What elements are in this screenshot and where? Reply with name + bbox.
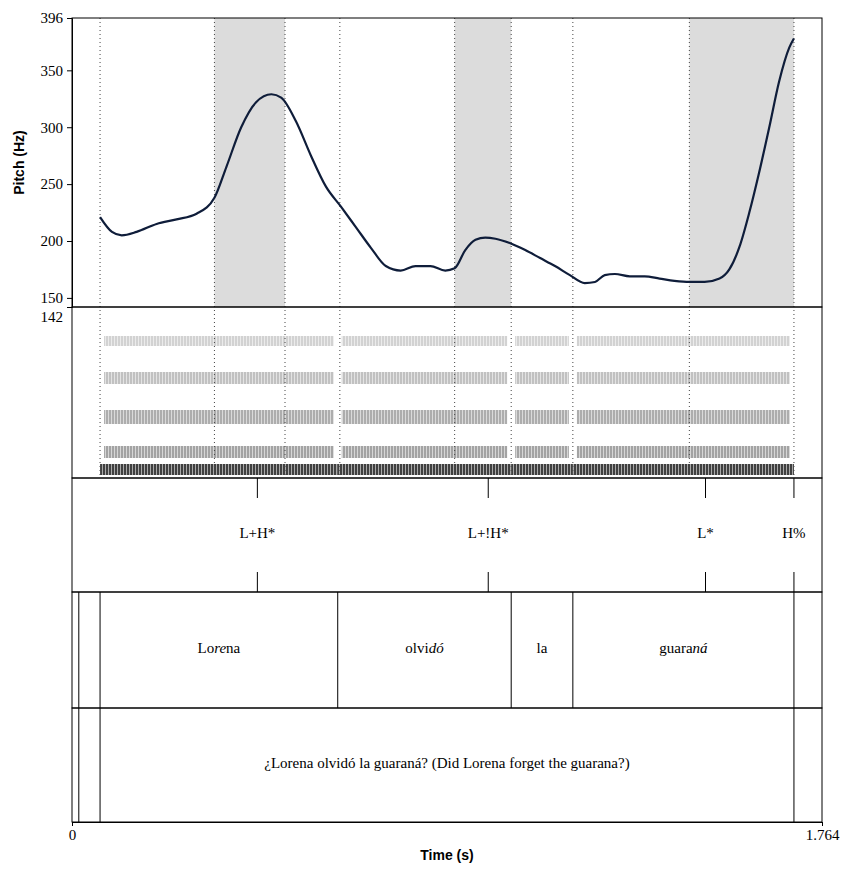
tier-label-part: guara bbox=[659, 640, 693, 656]
guide-line bbox=[100, 18, 101, 478]
y-tick-mark bbox=[67, 298, 72, 299]
y-tick-label: 142 bbox=[41, 309, 64, 325]
stressed-syllable bbox=[214, 18, 285, 307]
tone-tier: L+H* L+!H* L* H% bbox=[239, 478, 805, 592]
spectrogram bbox=[100, 330, 794, 476]
tier-label-part: olvi bbox=[405, 640, 428, 656]
y-tick-label: 200 bbox=[41, 233, 64, 249]
y-tick: 142 bbox=[41, 308, 73, 325]
tone-label: H% bbox=[782, 525, 805, 541]
panel-frame bbox=[72, 307, 822, 478]
tone-label: L+H* bbox=[239, 525, 275, 541]
tone-point-top bbox=[257, 478, 258, 498]
guide-line bbox=[572, 18, 573, 478]
x-tick-label: 0 bbox=[69, 827, 77, 843]
tier-boundary bbox=[337, 592, 338, 708]
tier-label-part: dó bbox=[429, 640, 445, 656]
y-tick-label: 300 bbox=[41, 120, 64, 136]
guide-line bbox=[454, 18, 455, 478]
y-tick-mark bbox=[67, 307, 72, 308]
guide-line bbox=[285, 18, 286, 478]
y-tick-label: 150 bbox=[41, 290, 64, 306]
tier-boundary bbox=[572, 592, 573, 708]
tier-label: guaraná bbox=[659, 640, 708, 656]
guide-group bbox=[100, 18, 794, 478]
y-tick: 150 bbox=[41, 290, 73, 306]
guide-line bbox=[793, 18, 794, 478]
guide-line bbox=[214, 18, 215, 478]
frames bbox=[72, 18, 822, 822]
x-tick-mark bbox=[822, 822, 823, 826]
tier-boundary bbox=[78, 708, 79, 822]
y-tick-label: 396 bbox=[41, 10, 64, 26]
guide-line bbox=[689, 18, 690, 478]
y-tick: 350 bbox=[41, 63, 73, 79]
tier-label: olvidó bbox=[405, 640, 444, 656]
pitch-contour bbox=[100, 38, 794, 283]
y-axis: 142 150 200 250 300 350 396 bbox=[41, 10, 73, 324]
guide-line bbox=[339, 18, 340, 478]
panel-frame bbox=[72, 18, 822, 307]
y-tick-label: 350 bbox=[41, 63, 64, 79]
panel-frame bbox=[72, 592, 822, 708]
x-axis: 0 1.764 bbox=[69, 822, 840, 843]
tier-label: ¿Lorena olvidó la guaraná? (Did Lorena f… bbox=[264, 755, 629, 772]
tone-point-top bbox=[793, 478, 794, 498]
y-tick: 300 bbox=[41, 120, 73, 136]
x-tick: 1.764 bbox=[806, 822, 840, 843]
tier-label: Lorena bbox=[197, 640, 240, 656]
tier-label-part: na bbox=[226, 640, 241, 656]
tier-boundary bbox=[511, 592, 512, 708]
x-axis-title: Time (s) bbox=[420, 847, 473, 863]
figure: 142 150 200 250 300 350 396 L+H* L+!H* L* H% Lorena… bbox=[0, 0, 851, 870]
x-axis-line bbox=[73, 823, 823, 827]
y-tick: 396 bbox=[41, 10, 73, 26]
y-tick-mark bbox=[67, 241, 72, 242]
shading-group bbox=[214, 18, 794, 307]
tone-point-bottom bbox=[257, 572, 258, 592]
tier-boundary bbox=[793, 708, 794, 822]
y-tick-mark bbox=[67, 18, 72, 19]
tier-boundary bbox=[100, 708, 101, 822]
sentence-tier: ¿Lorena olvidó la guaraná? (Did Lorena f… bbox=[79, 708, 794, 822]
plot-area bbox=[100, 38, 794, 283]
tier-label: la bbox=[537, 640, 548, 656]
y-axis-line bbox=[67, 19, 73, 308]
spectrogram-texture bbox=[511, 330, 573, 476]
x-tick-label: 1.764 bbox=[806, 827, 840, 843]
panel-frame bbox=[72, 708, 822, 822]
word-tier: Lorena olvidó la guaraná bbox=[79, 592, 794, 708]
tone-point-bottom bbox=[488, 572, 489, 592]
tier-boundary bbox=[793, 592, 794, 708]
tone-point-top bbox=[488, 478, 489, 498]
panel-frame bbox=[72, 478, 822, 592]
stressed-syllable bbox=[455, 18, 512, 307]
tier-boundary bbox=[78, 592, 79, 708]
tone-label: L* bbox=[697, 525, 714, 541]
tone-point-bottom bbox=[705, 572, 706, 592]
guide-line bbox=[511, 18, 512, 478]
spectrogram-texture bbox=[573, 330, 794, 476]
y-axis-title: Pitch (Hz) bbox=[11, 130, 27, 195]
x-tick: 0 bbox=[69, 822, 77, 843]
tone-label: L+!H* bbox=[468, 525, 509, 541]
tone-point-bottom bbox=[793, 572, 794, 592]
y-tick-mark bbox=[67, 184, 72, 185]
y-tick-label: 250 bbox=[41, 176, 64, 192]
y-tick-mark bbox=[67, 70, 72, 71]
y-tick-mark bbox=[67, 127, 72, 128]
spectrogram-texture bbox=[100, 330, 338, 476]
tier-label-part: re bbox=[214, 640, 226, 656]
x-tick-mark bbox=[72, 822, 73, 826]
tier-boundary bbox=[100, 592, 101, 708]
tone-point-top bbox=[705, 478, 706, 498]
stressed-syllable bbox=[689, 18, 794, 307]
tier-label-part: ná bbox=[693, 640, 709, 656]
tier-label-part: Lo bbox=[197, 640, 214, 656]
y-tick: 200 bbox=[41, 233, 73, 249]
y-tick: 250 bbox=[41, 176, 73, 192]
spectrogram-texture bbox=[338, 330, 511, 476]
